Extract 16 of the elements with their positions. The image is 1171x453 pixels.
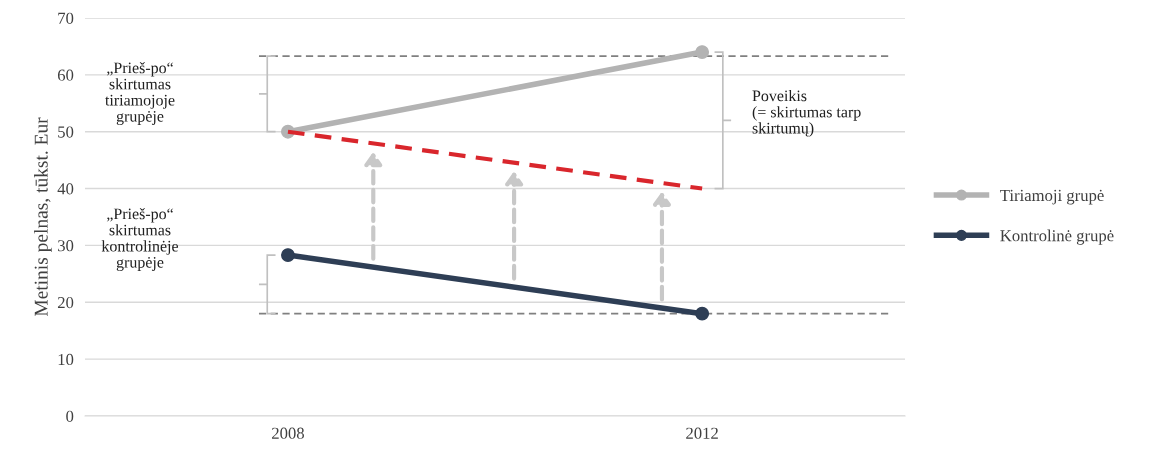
y-tick-label: 0 bbox=[66, 410, 74, 422]
annotation: Poveikis (= skirtumas tarp skirtumų) bbox=[752, 90, 861, 137]
y-tick-label: 70 bbox=[58, 12, 74, 24]
y-tick-label: 60 bbox=[57, 69, 74, 81]
annotation: „Prieš-po“ skirtumas kontrolinėje grupėje bbox=[101, 208, 179, 271]
legend-label: Tiriamoji grupė bbox=[1000, 189, 1104, 205]
legend-label: Kontrolinė grupė bbox=[1000, 229, 1114, 245]
y-tick-label: 10 bbox=[58, 353, 74, 366]
y-tick-label: 40 bbox=[57, 183, 74, 195]
x-tick-label: 2012 bbox=[686, 427, 718, 439]
x-tick-label: 2008 bbox=[272, 427, 304, 439]
y-tick-label: 20 bbox=[57, 296, 74, 309]
y-axis-title: Metinis pelnas, tūkst. Eur bbox=[34, 117, 52, 317]
annotation: „Prieš-po“ skirtumas tiriamojoje grupėje bbox=[105, 62, 175, 125]
y-tick-label: 50 bbox=[58, 126, 74, 138]
y-tick-label: 30 bbox=[58, 240, 74, 252]
